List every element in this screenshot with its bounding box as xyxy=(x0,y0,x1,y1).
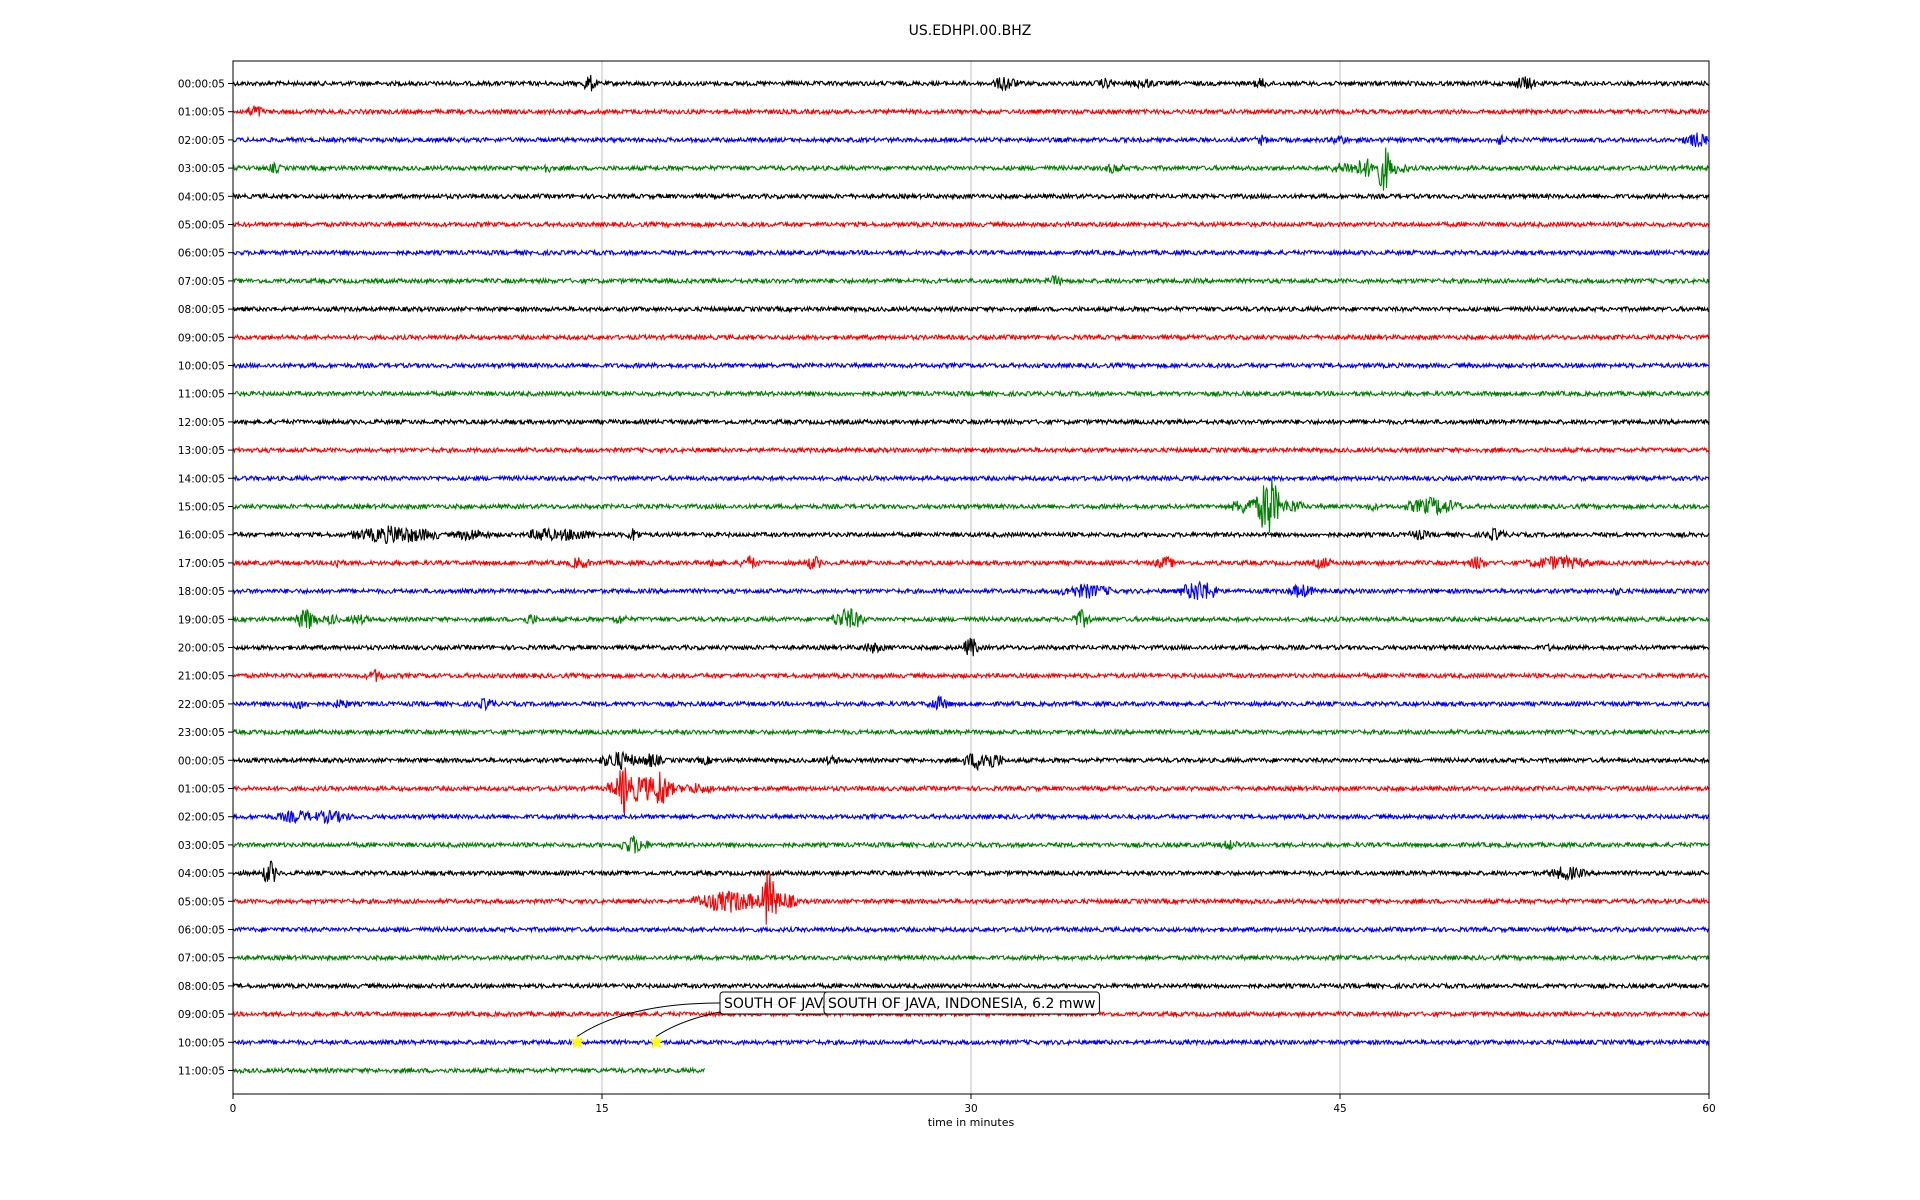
x-tick-label: 30 xyxy=(964,1103,977,1115)
row-label: 11:00:05 xyxy=(178,1066,225,1078)
trace-row xyxy=(232,925,1710,934)
x-tick-label: 15 xyxy=(595,1103,608,1115)
row-label: 02:00:05 xyxy=(178,812,225,824)
row-label: 01:00:05 xyxy=(178,107,225,119)
row-label: 05:00:05 xyxy=(178,896,225,908)
trace-row xyxy=(232,105,1710,117)
row-label: 11:00:05 xyxy=(178,389,225,401)
y-tick-labels: 00:00:05 01:00:05 02:00:05 03:00:05 04:00:05… xyxy=(178,79,233,1078)
row-label: 03:00:05 xyxy=(178,163,225,175)
event-marker-star xyxy=(570,1034,585,1049)
row-label: 02:00:05 xyxy=(178,135,225,147)
trace-row xyxy=(232,478,1710,533)
row-label: 06:00:05 xyxy=(178,925,225,937)
x-axis-label: time in minutes xyxy=(928,1116,1015,1129)
trace-row xyxy=(232,147,1710,191)
trace-row xyxy=(232,872,1710,925)
row-label: 16:00:05 xyxy=(178,530,225,542)
trace-row xyxy=(232,860,1710,883)
x-tick-label: 60 xyxy=(1702,1103,1715,1115)
trace-row xyxy=(232,248,1710,257)
trace-row xyxy=(232,553,1710,571)
row-label: 14:00:05 xyxy=(178,473,225,485)
row-label: 08:00:05 xyxy=(178,981,225,993)
trace-row xyxy=(232,767,1710,815)
row-label: 05:00:05 xyxy=(178,220,225,232)
row-label: 18:00:05 xyxy=(178,586,225,598)
annotation-box xyxy=(823,991,1100,1015)
trace-row xyxy=(232,953,1710,963)
row-label: 22:00:05 xyxy=(178,699,225,711)
trace-row xyxy=(232,981,1710,991)
event-annotations: SOUTH OF JAVA, INDONESIA, 5.7 mbSOUTH OF… xyxy=(570,991,1100,1049)
trace-row xyxy=(232,474,1710,483)
row-label: 10:00:05 xyxy=(178,361,225,373)
trace-row xyxy=(232,132,1710,148)
row-label: 20:00:05 xyxy=(178,643,225,655)
row-label: 04:00:05 xyxy=(178,868,225,880)
trace-row xyxy=(232,304,1710,314)
plot-frame xyxy=(232,60,1710,1095)
trace-row xyxy=(232,694,1710,712)
x-axis: 0 15 30 45 60 xyxy=(230,1094,1716,1115)
row-label: 12:00:05 xyxy=(178,417,225,429)
trace-row xyxy=(232,192,1710,201)
row-label: 23:00:05 xyxy=(178,727,225,739)
trace-row xyxy=(232,417,1710,427)
row-label: 09:00:05 xyxy=(178,1009,225,1021)
row-label: 21:00:05 xyxy=(178,671,225,683)
trace-row xyxy=(232,361,1710,370)
trace-row xyxy=(232,333,1710,342)
trace-row xyxy=(232,445,1710,455)
row-label: 01:00:05 xyxy=(178,784,225,796)
row-label: 06:00:05 xyxy=(178,248,225,260)
trace-row xyxy=(232,220,1710,229)
row-label: 10:00:05 xyxy=(178,1037,225,1049)
trace-row xyxy=(232,1066,706,1075)
row-label: 07:00:05 xyxy=(178,276,225,288)
row-label: 09:00:05 xyxy=(178,332,225,344)
row-label: 04:00:05 xyxy=(178,191,225,203)
row-label: 08:00:05 xyxy=(178,304,225,316)
trace-row xyxy=(232,1038,1710,1047)
row-label: 00:00:05 xyxy=(178,79,225,91)
row-label: 19:00:05 xyxy=(178,614,225,626)
row-label: 17:00:05 xyxy=(178,558,225,570)
trace-row xyxy=(232,727,1710,737)
event-marker-star xyxy=(648,1034,664,1049)
chart-title: US.EDHPI.00.BHZ xyxy=(909,23,1032,39)
trace-row xyxy=(232,834,1710,854)
x-tick-label: 45 xyxy=(1333,1103,1346,1115)
row-label: 07:00:05 xyxy=(178,953,225,965)
row-label: 00:00:05 xyxy=(178,755,225,767)
x-tick-label: 0 xyxy=(230,1103,237,1115)
trace-row xyxy=(232,274,1710,287)
trace-row xyxy=(232,750,1710,772)
annotation-arrow xyxy=(577,1002,721,1037)
trace-row xyxy=(232,74,1710,92)
row-label: 03:00:05 xyxy=(178,840,225,852)
trace-row xyxy=(232,389,1710,398)
gridlines xyxy=(601,61,1341,1094)
trace-row xyxy=(232,669,1710,683)
traces xyxy=(232,74,1710,1075)
trace-row xyxy=(232,809,1710,825)
trace-row xyxy=(232,637,1710,657)
trace-row xyxy=(232,525,1710,544)
row-label: 13:00:05 xyxy=(178,445,225,457)
annotation-label: SOUTH OF JAVA, INDONESIA, 6.2 mww xyxy=(828,996,1095,1012)
trace-row xyxy=(232,580,1710,600)
row-label: 15:00:05 xyxy=(178,502,225,514)
trace-row xyxy=(232,607,1710,630)
